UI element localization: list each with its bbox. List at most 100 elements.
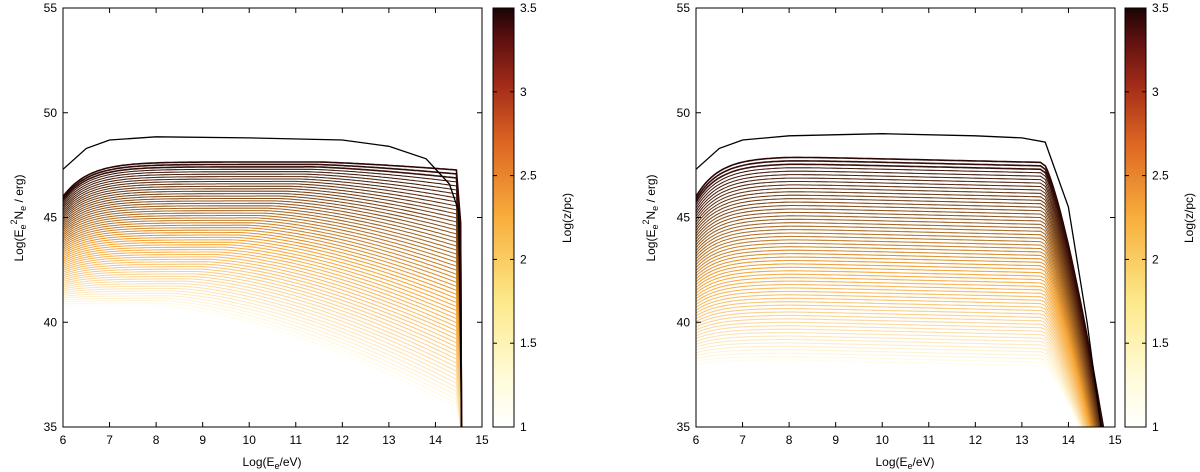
left-series-line [63, 302, 462, 428]
left-series-line [62, 253, 463, 428]
right-series-line [695, 273, 1091, 428]
left-colorbar-label: Log(z/pc) [560, 193, 574, 243]
left-series-line [62, 258, 463, 428]
left-series-line [62, 270, 463, 428]
left-series-line [62, 178, 463, 428]
right-series-line [695, 294, 1089, 428]
right-colorbar-tick-label: 3.5 [1152, 1, 1169, 15]
right-outer-curve [695, 133, 1102, 428]
left-series-line [63, 304, 462, 428]
left-series-line [62, 200, 463, 428]
right-x-axis: 6 7 8 9 10 11 12 13 14 15 [693, 8, 1122, 447]
right-series-line [695, 263, 1092, 428]
right-series-line [695, 177, 1102, 428]
left-series-line [62, 166, 463, 428]
left-series-line [62, 176, 463, 428]
right-x-tick-label: 9 [832, 433, 839, 447]
right-series-line [695, 232, 1096, 428]
right-colorbar-tick-label: 3 [1152, 85, 1159, 99]
right-series-line [695, 287, 1089, 428]
right-series-line [695, 156, 1105, 428]
right-series-line [695, 283, 1090, 428]
left-series-line [62, 275, 463, 428]
left-series-line [62, 224, 463, 428]
right-series-line [695, 204, 1099, 428]
right-series-line [695, 314, 1086, 428]
left-series-line [62, 292, 462, 428]
right-series-line [695, 338, 1083, 428]
left-series-line [62, 236, 463, 428]
right-series-line [695, 349, 1082, 428]
left-ylabel: Log(Ee2Ne / erg) [9, 174, 28, 261]
left-series-line [62, 197, 463, 428]
right-y-tick-label: 45 [677, 211, 691, 225]
right-series-line [695, 229, 1096, 428]
left-series-line [62, 231, 463, 428]
right-series-line [695, 211, 1098, 428]
right-series-line [695, 335, 1084, 428]
right-series-line [695, 218, 1097, 428]
right-series-line [695, 304, 1087, 428]
right-series-line [695, 242, 1095, 428]
right-series-line [695, 222, 1097, 428]
right-series-line [695, 187, 1101, 428]
left-series-line [62, 205, 463, 428]
right-colorbar [1124, 7, 1147, 428]
right-series-line [695, 249, 1094, 428]
left-series-line [62, 190, 463, 428]
right-series-line [695, 318, 1086, 428]
right-x-tick-label: 8 [786, 433, 793, 447]
left-colorbar-ticks: 1 1.5 2 2.5 3 3.5 [493, 1, 537, 434]
right-colorbar-tick-label: 1.5 [1152, 336, 1169, 350]
right-series-line [695, 246, 1094, 428]
left-y-tick-label: 35 [44, 420, 58, 434]
right-y-tick-label: 35 [677, 420, 691, 434]
left-series-line [62, 246, 463, 428]
left-x-tick-label: 9 [199, 433, 206, 447]
right-series-line [695, 307, 1087, 428]
left-x-tick-label: 14 [429, 433, 443, 447]
left-x-tick-label: 8 [153, 433, 160, 447]
left-series-line [62, 244, 463, 428]
right-x-tick-label: 10 [876, 433, 890, 447]
right-series-line [695, 198, 1100, 428]
right-series-line [695, 215, 1098, 428]
right-series-line [695, 208, 1098, 428]
left-series-line [62, 207, 463, 428]
left-series-line [62, 173, 463, 428]
right-x-tick-label: 6 [693, 433, 700, 447]
right-series-line [695, 345, 1083, 428]
right-series-line [695, 259, 1093, 428]
left-series-line [62, 295, 462, 428]
right-series-line [695, 163, 1104, 428]
right-x-tick-label: 15 [1108, 433, 1122, 447]
right-series-line [695, 311, 1087, 428]
right-series-line [695, 321, 1085, 428]
left-series-line [62, 202, 463, 428]
right-series-line [695, 270, 1091, 428]
right-y-tick-label: 40 [677, 315, 691, 329]
left-series-line [62, 188, 463, 428]
right-x-tick-label: 14 [1062, 433, 1076, 447]
left-series-line [62, 239, 463, 428]
right-x-tick-label: 12 [969, 433, 983, 447]
right-colorbar-tick-label: 1 [1152, 420, 1159, 434]
left-xlabel: Log(Ee/eV) [242, 455, 301, 471]
left-series-line [62, 261, 463, 428]
left-series-line [62, 285, 462, 428]
left-x-tick-label: 12 [336, 433, 350, 447]
right-series-line [695, 328, 1085, 428]
left-y-tick-label: 45 [44, 211, 58, 225]
left-y-tick-label: 55 [44, 1, 58, 15]
right-series-line [695, 239, 1095, 428]
left-colorbar-tick-label: 2.5 [520, 169, 537, 183]
left-series-line [62, 256, 463, 428]
left-series-line [62, 185, 463, 428]
left-x-tick-label: 10 [243, 433, 257, 447]
left-series-line [62, 278, 463, 428]
right-series-line [695, 290, 1089, 428]
right-series-line [695, 359, 1081, 428]
right-series-line [695, 170, 1103, 428]
